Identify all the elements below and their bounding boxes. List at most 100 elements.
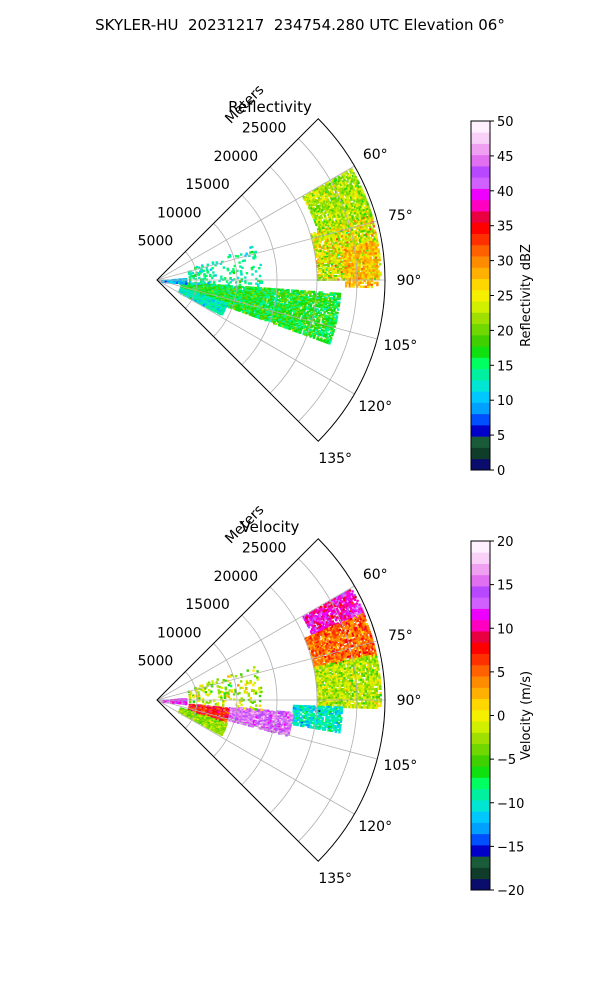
- echo-gate: [349, 598, 352, 601]
- echo-gate: [354, 229, 358, 233]
- echo-gate: [357, 271, 361, 275]
- echo-gate: [345, 246, 349, 250]
- echo-gate: [308, 623, 312, 627]
- echo-gate: [369, 226, 372, 229]
- echo-gate: [317, 302, 320, 305]
- echo-gate: [318, 250, 321, 253]
- echo-gate: [331, 241, 334, 244]
- echo-gate: [342, 197, 345, 200]
- echo-gate: [326, 190, 330, 193]
- echo-gate: [344, 203, 348, 206]
- echo-gate: [240, 308, 244, 311]
- echo-gate: [328, 182, 332, 186]
- echo-gate: [225, 280, 229, 283]
- echo-gate: [368, 232, 372, 236]
- echo-gate: [318, 331, 321, 334]
- echo-gate: [286, 306, 290, 310]
- echo-gate: [325, 604, 329, 608]
- echo-gate: [305, 329, 308, 332]
- echo-gate: [369, 259, 373, 262]
- echo-gate: [359, 205, 363, 209]
- echo-gate: [314, 198, 317, 202]
- echo-gate: [370, 272, 373, 275]
- echo-gate: [255, 282, 258, 285]
- echo-gate: [295, 311, 298, 314]
- echo-gate: [317, 201, 321, 204]
- echo-gate: [310, 611, 313, 614]
- echo-gate: [344, 285, 348, 288]
- echo-gate: [375, 264, 379, 268]
- echo-gate: [325, 309, 328, 313]
- echo-gate: [315, 260, 319, 263]
- echo-gate: [214, 310, 217, 313]
- echo-gate: [348, 233, 351, 236]
- echo-gate: [318, 230, 322, 233]
- echo-gate: [335, 243, 338, 247]
- echo-gate: [227, 282, 230, 285]
- echo-gate: [342, 225, 345, 228]
- echo-gate: [197, 298, 200, 301]
- echo-gate: [344, 261, 347, 265]
- echo-gate: [200, 294, 204, 297]
- echo-gate: [363, 271, 366, 275]
- echo-gate: [322, 254, 325, 257]
- echo-gate: [321, 625, 324, 628]
- echo-gate: [349, 199, 352, 202]
- echo-gate: [316, 319, 319, 322]
- echo-gate: [362, 198, 365, 201]
- echo-gate: [350, 187, 353, 190]
- echo-gate: [314, 215, 317, 218]
- echo-gate: [277, 298, 280, 302]
- echo-gate: [329, 268, 332, 271]
- echo-gate: [331, 226, 334, 230]
- echo-gate: [206, 300, 209, 303]
- echo-gate: [307, 317, 310, 320]
- echo-gate: [324, 603, 328, 606]
- echo-gate: [363, 219, 366, 222]
- echo-gate: [339, 257, 342, 260]
- echo-gate: [345, 191, 349, 195]
- echo-gate: [350, 612, 353, 615]
- echo-gate: [333, 325, 336, 328]
- echo-gate: [322, 317, 325, 320]
- echo-gate: [325, 263, 328, 267]
- echo-gate: [372, 250, 375, 253]
- echo-gate: [314, 292, 318, 295]
- echo-gate: [317, 229, 320, 233]
- echo-gate: [323, 340, 326, 343]
- echo-gate: [370, 232, 373, 235]
- echo-gate: [315, 322, 318, 325]
- echo-gate: [345, 182, 348, 186]
- echo-gate: [308, 309, 312, 313]
- echo-gate: [327, 219, 330, 222]
- echo-gate: [347, 602, 350, 605]
- echo-gate: [353, 203, 356, 207]
- echo-gate: [351, 274, 355, 277]
- echo-gate: [316, 253, 320, 257]
- echo-gate: [322, 622, 325, 625]
- echo-gate: [375, 246, 378, 249]
- echo-gate: [333, 602, 336, 606]
- echo-gate: [356, 221, 359, 224]
- echo-gate: [269, 302, 272, 305]
- echo-gate: [220, 313, 224, 316]
- echo-gate: [315, 620, 318, 623]
- echo-gate: [312, 190, 315, 193]
- echo-gate: [297, 307, 301, 311]
- echo-gate: [316, 336, 320, 339]
- echo-gate: [330, 239, 334, 242]
- echo-gate: [331, 210, 335, 213]
- echo-gate: [353, 238, 356, 241]
- echo-gate: [316, 610, 319, 613]
- echo-gate: [346, 613, 350, 616]
- echo-gate: [324, 247, 328, 250]
- echo-gate: [364, 250, 367, 253]
- echo-gate: [378, 256, 381, 260]
- echo-gate: [323, 338, 327, 342]
- echo-gate: [349, 270, 353, 274]
- echo-gate: [343, 610, 346, 614]
- echo-gate: [361, 200, 365, 203]
- echo-gate: [347, 210, 350, 213]
- echo-gate: [376, 277, 379, 280]
- echo-gate: [319, 299, 323, 302]
